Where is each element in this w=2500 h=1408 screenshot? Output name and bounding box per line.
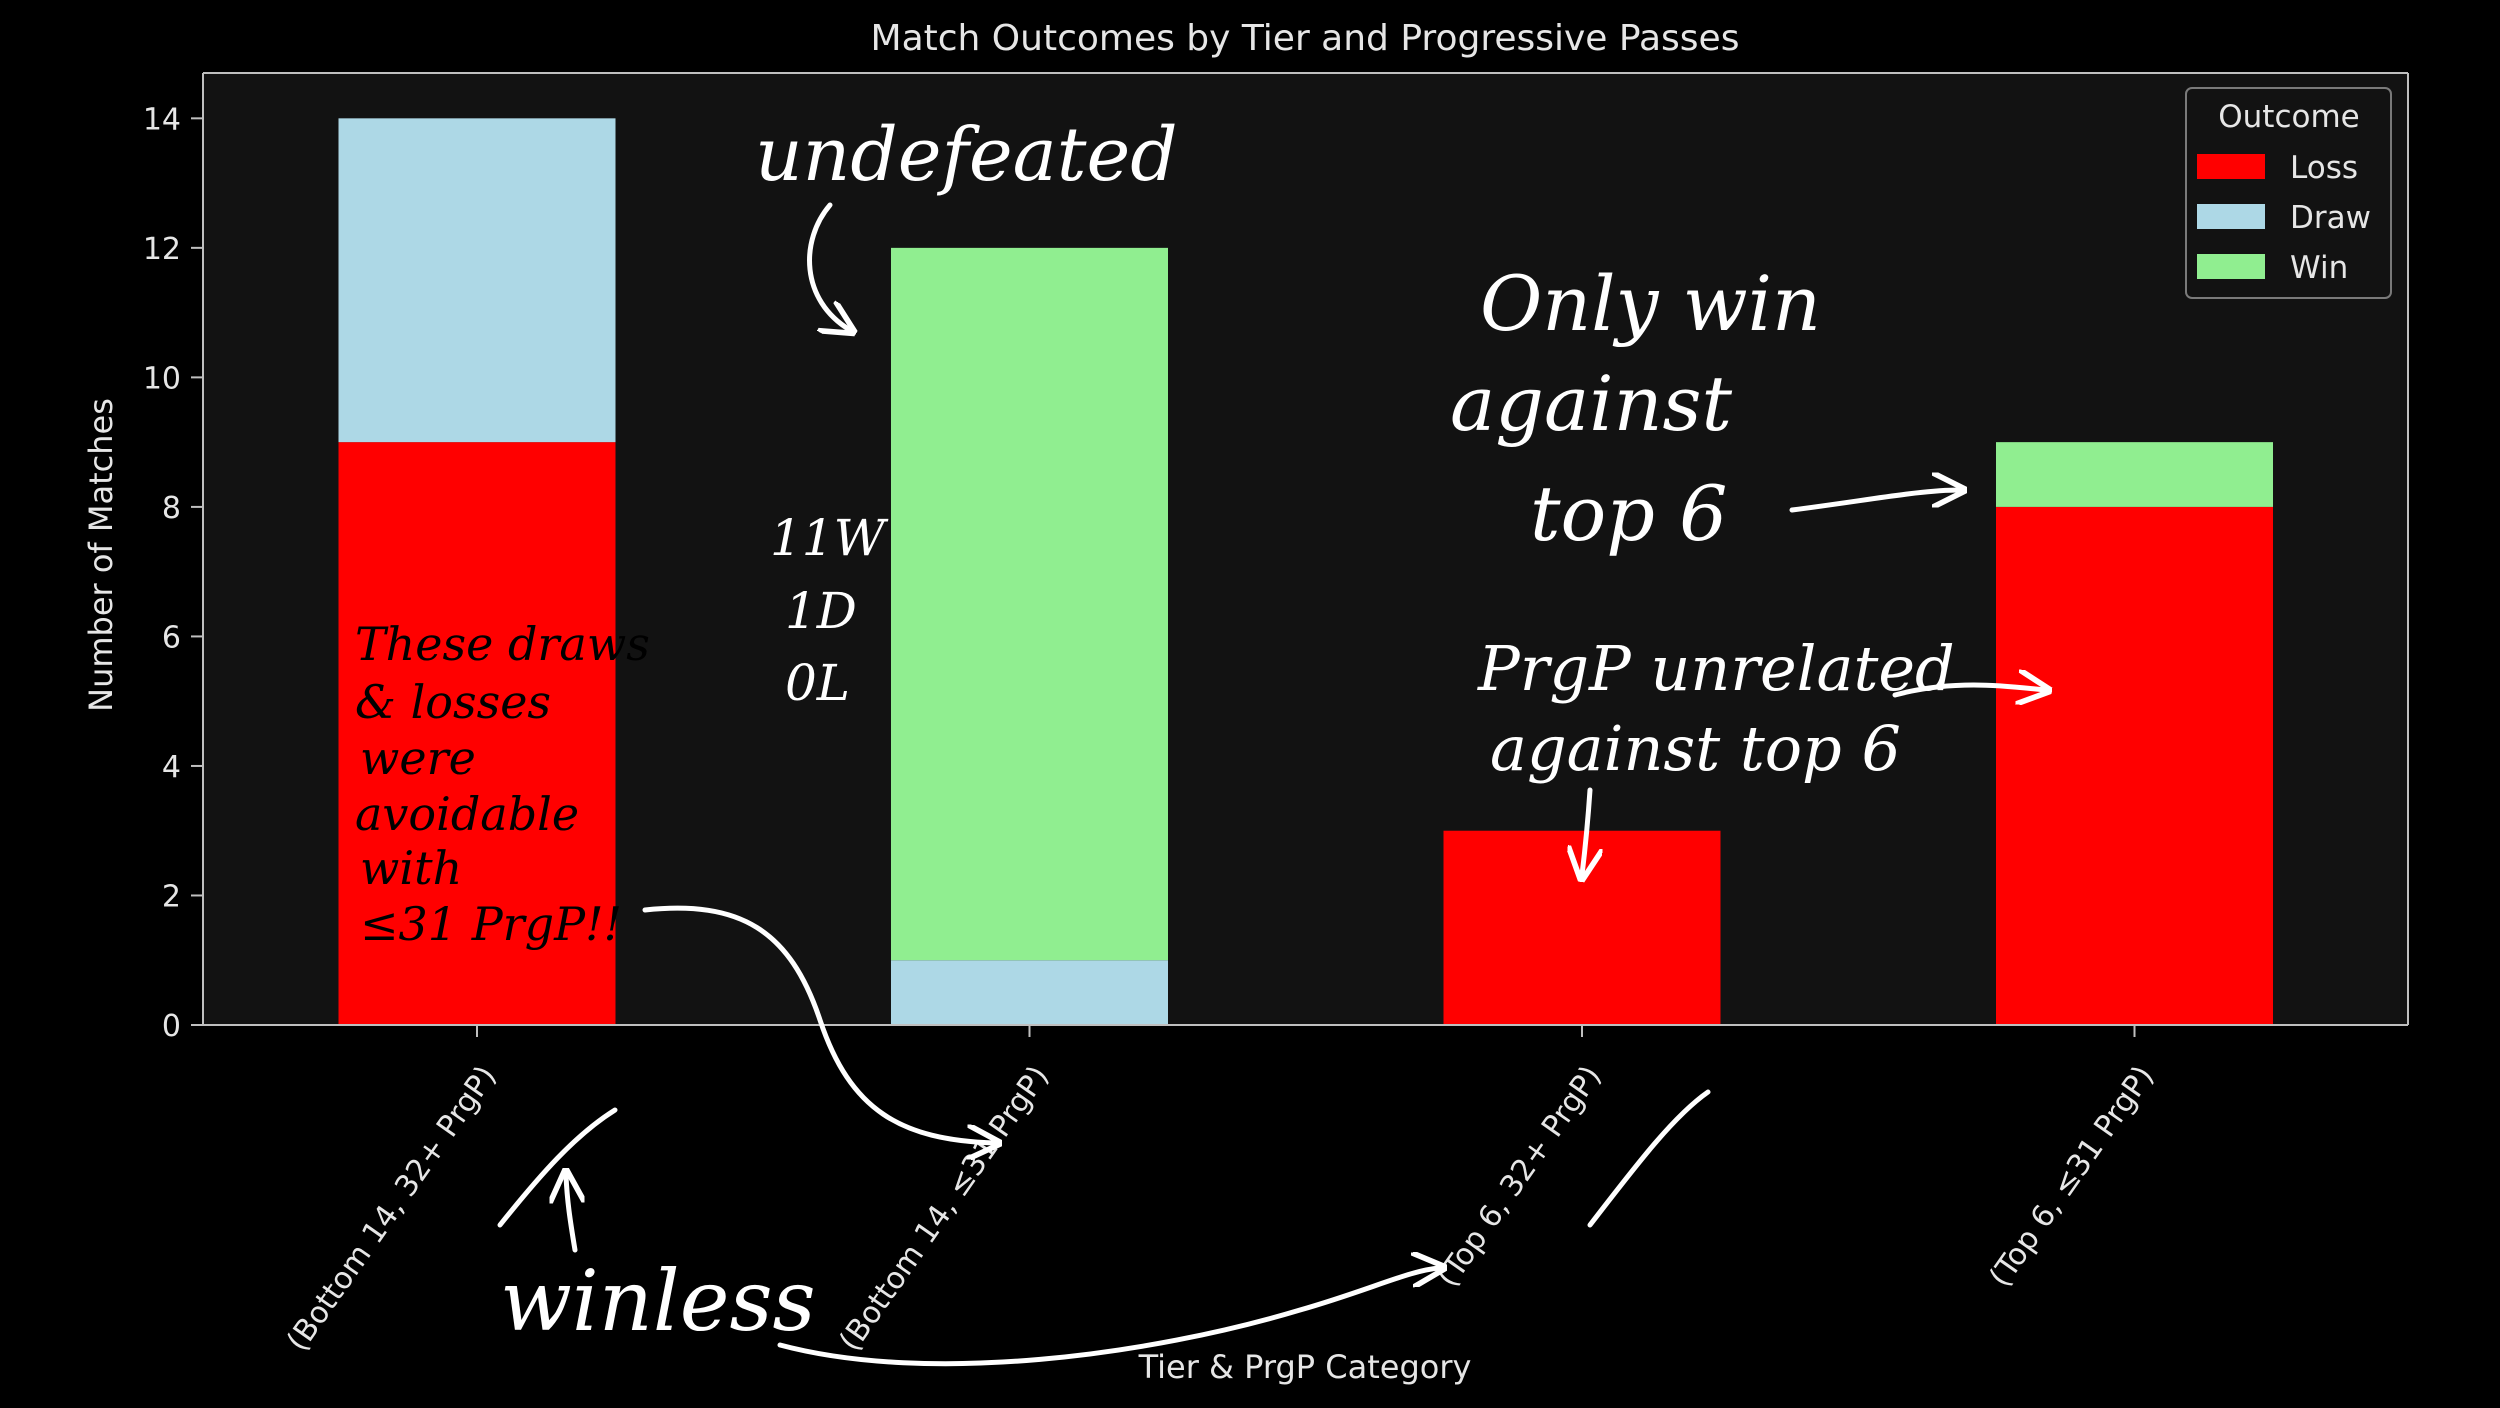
annotation-record-wins: 11W xyxy=(770,509,889,567)
annotation-prgp-arrow-right xyxy=(1892,685,2045,695)
legend-frame xyxy=(2185,87,2392,299)
annotation-undefeated-text: undefeated xyxy=(755,112,1178,198)
y-axis-label: Number of Matches xyxy=(82,398,120,712)
legend-title: Outcome xyxy=(2218,99,2359,135)
annotation-avoidable-line6: ≤31 PrgP!! xyxy=(360,897,622,951)
bar-loss-3 xyxy=(1996,506,2273,1025)
annotation-strike-bottom14-32 xyxy=(497,1107,618,1228)
annotation-record-draws: 1D xyxy=(785,582,857,640)
annotation-only-win: Only win against top 6 xyxy=(1450,259,1960,558)
bar-win-1 xyxy=(891,247,1168,961)
annotation-only-win-arrow xyxy=(1789,490,1960,513)
y-tick-label: 2 xyxy=(162,879,181,914)
bar-win-3 xyxy=(1996,442,2273,507)
annotation-record-losses: 0L xyxy=(785,654,850,712)
y-tick-label: 0 xyxy=(162,1009,181,1044)
annotation-avoidable-line4: avoidable xyxy=(355,787,579,841)
annotation-only-win-line1: Only win xyxy=(1480,259,1821,348)
annotation-undefeated: undefeated xyxy=(755,112,1178,330)
annotation-strike-top6-32 xyxy=(1587,1089,1711,1228)
legend-swatch-draw xyxy=(2197,204,2265,229)
annotation-only-win-line2: against xyxy=(1450,359,1733,448)
annotation-prgp-line1: PrgP unrelated xyxy=(1477,632,1955,705)
annotation-prgp-line2: against top 6 xyxy=(1490,712,1901,785)
legend-label-draw: Draw xyxy=(2290,200,2371,236)
legend: Outcome Loss Draw Win xyxy=(2185,87,2392,299)
legend-swatch-loss xyxy=(2197,154,2265,179)
x-axis-label: Tier & PrgP Category xyxy=(1138,1348,1472,1386)
y-tick-label: 10 xyxy=(143,361,181,396)
y-tick-label: 4 xyxy=(162,750,181,785)
y-tick-label: 14 xyxy=(143,102,181,137)
annotation-prgp-unrelated: PrgP unrelated against top 6 xyxy=(1477,632,2045,875)
annotation-avoidable: These draws & losses were avoidable with… xyxy=(355,617,995,1143)
annotation-avoidable-line3: were xyxy=(360,731,476,785)
bars-layer xyxy=(338,118,2273,1026)
annotation-winless-text: winless xyxy=(500,1252,816,1350)
legend-swatch-win xyxy=(2197,254,2265,279)
chart-title: Match Outcomes by Tier and Progressive P… xyxy=(871,18,1740,59)
annotation-avoidable-line2: & losses xyxy=(355,675,551,729)
annotation-winless: winless xyxy=(497,1089,1711,1367)
legend-label-loss: Loss xyxy=(2290,150,2358,186)
bar-loss-0 xyxy=(338,442,616,1026)
y-tick-label: 8 xyxy=(162,491,181,526)
annotation-winless-arrow-up xyxy=(566,1175,575,1253)
annotation-undefeated-arrow xyxy=(807,202,850,330)
bar-draw-1 xyxy=(891,960,1168,1025)
y-tick-label: 6 xyxy=(162,620,181,655)
y-tick-label: 12 xyxy=(143,232,181,267)
annotation-avoidable-arrow xyxy=(642,905,995,1143)
annotation-avoidable-line1: These draws xyxy=(355,617,650,671)
annotation-record: 11W 1D 0L xyxy=(770,509,889,712)
legend-label-win: Win xyxy=(2290,250,2348,286)
annotation-winless-arrow-right xyxy=(777,1268,1440,1367)
annotation-only-win-line3: top 6 xyxy=(1530,469,1727,558)
annotation-prgp-arrow-down xyxy=(1582,787,1590,875)
axes-layer: 0 2 4 6 8 10 12 14 xyxy=(143,72,2409,1044)
annotation-avoidable-line5: with xyxy=(360,841,462,895)
bar-draw-0 xyxy=(338,118,616,443)
